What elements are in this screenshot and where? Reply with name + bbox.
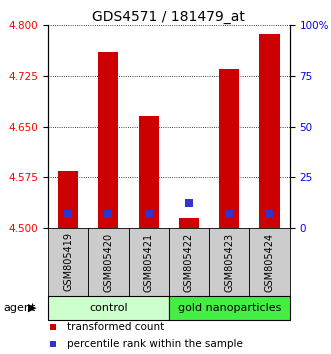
Text: control: control [89,303,128,313]
Bar [48,228,88,296]
Text: GSM805419: GSM805419 [63,233,73,291]
Bar [260,34,280,228]
Bar [88,228,128,296]
Bar [179,218,199,228]
Point [186,200,192,206]
Text: GSM805421: GSM805421 [144,232,154,292]
Text: GSM805424: GSM805424 [264,232,274,292]
Point [146,211,151,217]
Bar [98,52,118,228]
Bar [219,69,239,228]
Point [106,211,111,217]
Text: GSM805422: GSM805422 [184,232,194,292]
Text: percentile rank within the sample: percentile rank within the sample [67,339,243,349]
Bar [169,296,290,320]
Bar [128,228,169,296]
Text: GSM805423: GSM805423 [224,232,234,292]
Point [66,211,71,217]
Title: GDS4571 / 181479_at: GDS4571 / 181479_at [92,10,245,24]
Text: agent: agent [3,303,36,313]
Text: GSM805420: GSM805420 [103,232,114,292]
Point [50,341,56,347]
Point [50,324,56,330]
Bar [139,116,159,228]
Bar [58,171,78,228]
Text: gold nanoparticles: gold nanoparticles [177,303,281,313]
Point [226,211,232,217]
Bar [169,228,209,296]
Bar [48,296,169,320]
Bar [249,228,290,296]
Point [267,211,272,217]
Bar [209,228,249,296]
Text: transformed count: transformed count [67,322,165,332]
Text: ▶: ▶ [28,303,37,313]
